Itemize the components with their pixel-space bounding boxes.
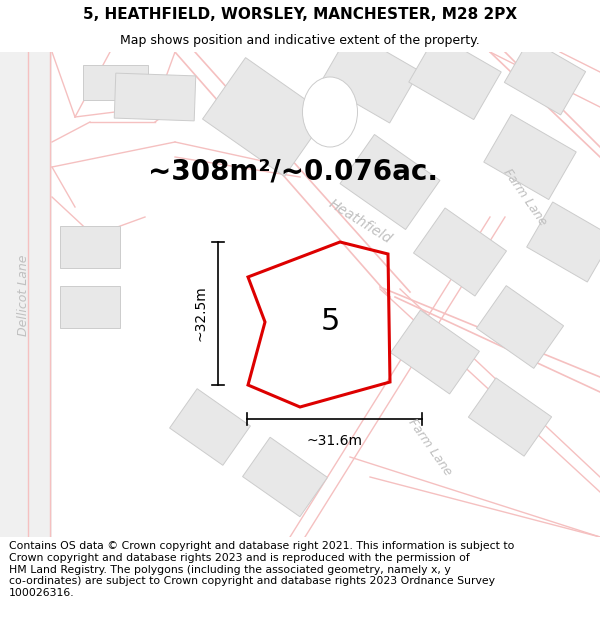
Ellipse shape	[302, 77, 358, 147]
Text: ~308m²/~0.076ac.: ~308m²/~0.076ac.	[148, 158, 438, 186]
Polygon shape	[114, 73, 196, 121]
Text: ~32.5m: ~32.5m	[193, 286, 207, 341]
Polygon shape	[391, 310, 479, 394]
Polygon shape	[203, 58, 328, 176]
Polygon shape	[60, 226, 120, 268]
Polygon shape	[409, 34, 501, 119]
Text: Farm Lane: Farm Lane	[500, 166, 550, 228]
Polygon shape	[469, 378, 551, 456]
Polygon shape	[242, 438, 328, 517]
Text: 5: 5	[320, 308, 340, 336]
Polygon shape	[60, 286, 120, 328]
Polygon shape	[476, 286, 563, 368]
Polygon shape	[527, 202, 600, 282]
Polygon shape	[0, 52, 52, 537]
Polygon shape	[340, 134, 440, 229]
Text: 5, HEATHFIELD, WORSLEY, MANCHESTER, M28 2PX: 5, HEATHFIELD, WORSLEY, MANCHESTER, M28 …	[83, 7, 517, 22]
Polygon shape	[413, 208, 506, 296]
Text: ~31.6m: ~31.6m	[307, 434, 362, 448]
Text: Contains OS data © Crown copyright and database right 2021. This information is : Contains OS data © Crown copyright and d…	[9, 541, 514, 598]
Text: Heathfield: Heathfield	[326, 197, 394, 247]
Polygon shape	[484, 114, 576, 199]
Polygon shape	[170, 389, 250, 465]
Polygon shape	[320, 31, 419, 123]
Text: Farm Lane: Farm Lane	[406, 416, 454, 478]
Text: Map shows position and indicative extent of the property.: Map shows position and indicative extent…	[120, 34, 480, 47]
Polygon shape	[505, 39, 586, 115]
Text: Dellicot Lane: Dellicot Lane	[17, 254, 31, 336]
Polygon shape	[83, 64, 148, 99]
